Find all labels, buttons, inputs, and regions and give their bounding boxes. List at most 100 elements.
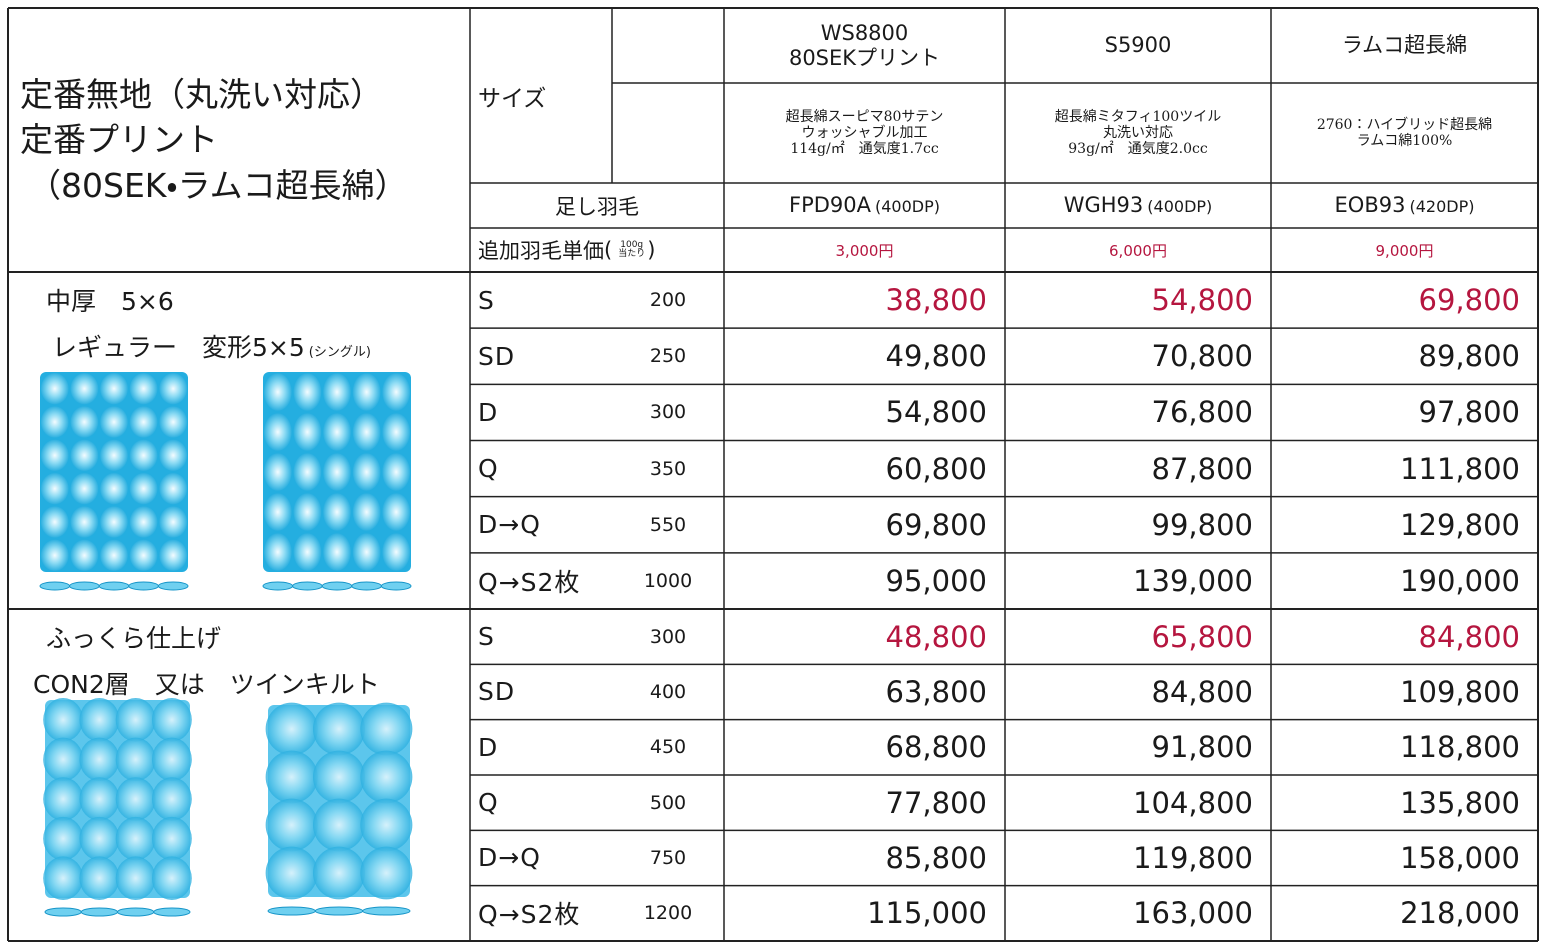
price: 84,800 <box>1418 619 1520 654</box>
quilt-puff <box>263 413 292 451</box>
size: SD <box>478 341 516 371</box>
extra-price: 3,000円 <box>724 228 1005 272</box>
quilt-puff <box>79 816 120 861</box>
quilt-edge <box>39 581 71 591</box>
price: 218,000 <box>1400 896 1520 931</box>
product-name-line: S5900 <box>1104 33 1172 58</box>
price: 38,800 <box>885 283 987 318</box>
quilt-puff <box>79 856 120 900</box>
quilt-puff <box>151 816 192 861</box>
price: 69,800 <box>1271 272 1538 328</box>
quilt-puff <box>382 413 411 451</box>
grams: 1000 <box>612 553 724 609</box>
extra-unit: 100g 当たり <box>618 241 645 259</box>
grams: 550 <box>612 497 724 553</box>
grams: 350 <box>612 441 724 497</box>
quilt-illustration <box>39 372 189 591</box>
price: 89,800 <box>1418 339 1520 374</box>
down-code: FPD90A <box>788 193 871 217</box>
group-label-line: 中厚 5×6 <box>46 287 174 316</box>
quilt-puff <box>323 493 351 531</box>
price: 104,800 <box>1005 775 1271 830</box>
quilt-puff <box>382 453 411 491</box>
price: 85,800 <box>724 830 1005 885</box>
size: S <box>478 285 495 315</box>
quilt-puff <box>323 373 351 411</box>
size: Q <box>470 775 612 830</box>
product-name: S5900 <box>1005 8 1271 83</box>
price: 190,000 <box>1400 563 1520 598</box>
title-line: 定番無地（丸洗い対応） <box>20 74 383 114</box>
product-name: ラムコ超長綿 <box>1271 8 1538 83</box>
size-label: サイズ <box>478 85 547 112</box>
down-code: EOB93 <box>1334 193 1406 217</box>
title-line: （80SEK・ラムコ超長綿） <box>28 165 408 205</box>
price: 99,800 <box>1005 497 1271 553</box>
price: 118,800 <box>1400 730 1520 765</box>
extra-price: 9,000円 <box>1271 228 1538 272</box>
quilt-edge <box>69 581 100 591</box>
grams: 450 <box>612 720 724 775</box>
quilt-puff <box>352 373 381 411</box>
price: 135,800 <box>1271 775 1538 830</box>
grams: 1000 <box>643 569 693 592</box>
quilt-puff <box>323 533 351 571</box>
product-name: WS8800 80SEKプリント <box>724 8 1005 83</box>
quilt-puff <box>293 493 322 531</box>
quilt-puff <box>159 539 188 571</box>
description-line: 超長綿ミタフィ100ツイル <box>1054 108 1222 125</box>
price: 111,800 <box>1400 451 1520 486</box>
quilt-puff <box>263 453 292 491</box>
price: 76,800 <box>1005 384 1271 440</box>
price: 135,800 <box>1400 785 1520 820</box>
price: 84,800 <box>1005 664 1271 719</box>
quilt-puff <box>312 846 366 900</box>
grams: 350 <box>649 457 687 480</box>
quilt-puff <box>129 406 158 438</box>
size: SD <box>478 677 516 707</box>
down-dp: (400DP) <box>875 197 940 216</box>
grams: 400 <box>612 664 724 719</box>
down-label: 足し羽毛 <box>470 183 724 228</box>
description-line: ウォッシャブル加工 <box>801 124 928 141</box>
size: Q→S2枚 <box>478 567 581 597</box>
quilt-puff <box>43 856 84 900</box>
grams: 200 <box>612 272 724 328</box>
product-name-line: WS8800 <box>820 21 909 46</box>
quilt-puff <box>115 816 156 861</box>
price: 115,000 <box>867 896 987 931</box>
quilt-puff <box>79 737 120 782</box>
extra-label: 追加羽毛単価(100g 当たり) <box>470 228 724 272</box>
description-line: 114g/㎡ 通気度1.7cc <box>790 141 939 158</box>
price: 54,800 <box>1005 272 1271 328</box>
quilt-puff <box>40 439 69 472</box>
quilt-puff <box>323 413 351 451</box>
price: 48,800 <box>724 609 1005 664</box>
quilt-puff <box>159 473 188 505</box>
extra-price: 6,000円 <box>1109 241 1167 260</box>
quilt-puff <box>43 777 84 821</box>
down-code: WGH93 <box>1063 193 1144 217</box>
price: 158,000 <box>1400 840 1520 875</box>
price: 87,800 <box>1005 441 1271 497</box>
product-name-line: ラムコ超長綿 <box>1341 33 1468 58</box>
quilt-puff <box>265 798 318 852</box>
quilt-puff <box>265 846 318 900</box>
extra-price: 6,000円 <box>1005 228 1271 272</box>
grams: 1200 <box>643 902 693 925</box>
quilt-edge <box>98 581 130 591</box>
size: S <box>470 609 612 664</box>
quilt-puff <box>352 533 381 571</box>
quilt-puff <box>382 533 411 571</box>
quilt-puff <box>151 777 192 821</box>
quilt-puff <box>129 506 158 538</box>
size: SD <box>470 664 612 719</box>
quilt-puff <box>115 856 156 900</box>
quilt-illustration <box>43 698 192 917</box>
down-type: EOB93 (420DP) <box>1271 183 1538 228</box>
group-label-line: レギュラー 変形5×5 <box>52 333 305 362</box>
quilt-puff <box>70 373 99 405</box>
quilt-puff <box>115 777 156 821</box>
description-line: ラムコ綿100% <box>1356 133 1453 149</box>
